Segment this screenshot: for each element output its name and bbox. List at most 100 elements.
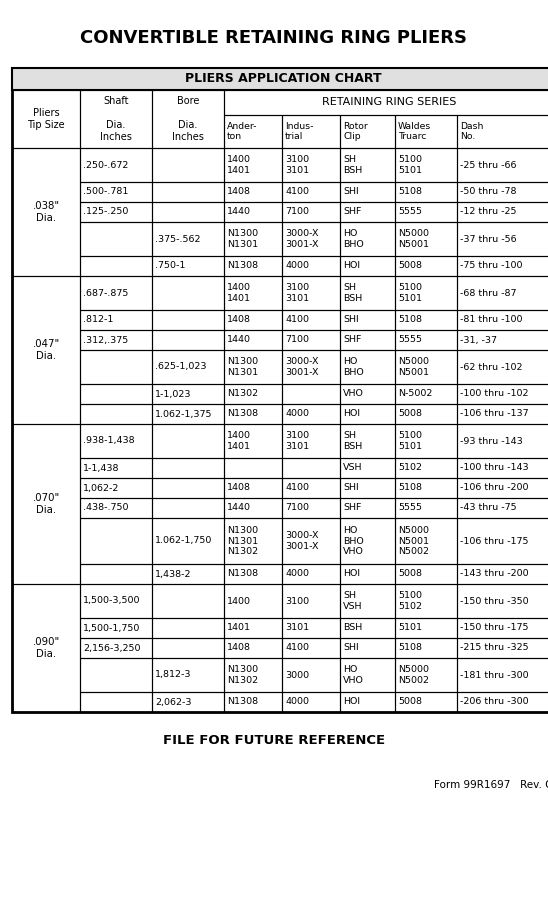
Bar: [340, 384, 395, 404]
Bar: [224, 518, 282, 564]
Bar: [224, 458, 282, 478]
Bar: [457, 310, 548, 330]
Bar: [80, 458, 152, 478]
Bar: [152, 564, 224, 584]
Bar: [80, 182, 152, 202]
Bar: [12, 584, 80, 712]
Bar: [282, 458, 340, 478]
Bar: [395, 276, 457, 310]
Text: 5008: 5008: [398, 698, 422, 707]
Bar: [395, 350, 457, 384]
Text: BSH: BSH: [343, 623, 362, 632]
Text: N1300
N1301: N1300 N1301: [227, 229, 258, 248]
Bar: [152, 618, 224, 638]
Bar: [224, 350, 282, 384]
Text: 3100: 3100: [285, 597, 309, 605]
Bar: [340, 330, 395, 350]
Bar: [395, 618, 457, 638]
Text: HO
BHO: HO BHO: [343, 229, 364, 248]
Bar: [80, 256, 152, 276]
Bar: [224, 256, 282, 276]
Bar: [395, 458, 457, 478]
Text: 3000: 3000: [285, 670, 309, 680]
Bar: [224, 310, 282, 330]
Bar: [282, 478, 340, 498]
Text: 1408: 1408: [227, 316, 251, 325]
Bar: [282, 276, 340, 310]
Bar: [152, 350, 224, 384]
Bar: [224, 276, 282, 310]
Bar: [395, 518, 457, 564]
Text: 1-1,023: 1-1,023: [155, 389, 191, 398]
Text: 1408: 1408: [227, 643, 251, 652]
Text: Rotor
Clip: Rotor Clip: [343, 122, 368, 142]
Bar: [152, 658, 224, 692]
Text: 5108: 5108: [398, 643, 422, 652]
Text: N1308: N1308: [227, 262, 258, 271]
Bar: [340, 115, 395, 148]
Text: 5108: 5108: [398, 316, 422, 325]
Bar: [340, 310, 395, 330]
Bar: [224, 115, 282, 148]
Text: .250-.672: .250-.672: [83, 161, 128, 170]
Bar: [80, 584, 152, 618]
Text: 4000: 4000: [285, 262, 309, 271]
Text: -215 thru -325: -215 thru -325: [460, 643, 529, 652]
Bar: [340, 498, 395, 518]
Bar: [152, 384, 224, 404]
Bar: [80, 638, 152, 658]
Text: -106 thru -175: -106 thru -175: [460, 536, 528, 545]
Text: Form 99R1697   Rev. C: Form 99R1697 Rev. C: [434, 780, 548, 790]
Text: 3101: 3101: [285, 623, 309, 632]
Text: 5008: 5008: [398, 410, 422, 419]
Text: HO
BHO: HO BHO: [343, 357, 364, 377]
Text: VSH: VSH: [343, 464, 362, 473]
Bar: [395, 148, 457, 182]
Text: 1440: 1440: [227, 335, 251, 344]
Bar: [340, 202, 395, 222]
Text: VHO: VHO: [343, 389, 364, 398]
Bar: [282, 498, 340, 518]
Text: .938-1,438: .938-1,438: [83, 437, 135, 446]
Bar: [282, 256, 340, 276]
Text: HO
VHO: HO VHO: [343, 665, 364, 685]
Bar: [80, 90, 152, 148]
Text: -43 thru -75: -43 thru -75: [460, 503, 517, 512]
Text: N1308: N1308: [227, 698, 258, 707]
Text: .500-.781: .500-.781: [83, 187, 128, 196]
Bar: [457, 256, 548, 276]
Text: Shaft

Dia.
Inches: Shaft Dia. Inches: [100, 96, 132, 142]
Text: SHI: SHI: [343, 643, 359, 652]
Bar: [282, 148, 340, 182]
Text: 5102: 5102: [398, 464, 422, 473]
Bar: [224, 638, 282, 658]
Bar: [152, 148, 224, 182]
Text: .125-.250: .125-.250: [83, 207, 128, 216]
Bar: [224, 692, 282, 712]
Bar: [224, 202, 282, 222]
Text: 1,500-3,500: 1,500-3,500: [83, 597, 140, 605]
Bar: [282, 638, 340, 658]
Bar: [395, 202, 457, 222]
Bar: [152, 256, 224, 276]
Bar: [80, 564, 152, 584]
Bar: [340, 458, 395, 478]
Text: 5555: 5555: [398, 207, 422, 216]
Text: -100 thru -143: -100 thru -143: [460, 464, 529, 473]
Bar: [340, 222, 395, 256]
Text: HOI: HOI: [343, 698, 360, 707]
Bar: [340, 182, 395, 202]
Text: SH
BSH: SH BSH: [343, 155, 362, 175]
Bar: [80, 222, 152, 256]
Text: .625-1,023: .625-1,023: [155, 362, 207, 371]
Bar: [340, 256, 395, 276]
Bar: [282, 330, 340, 350]
Bar: [340, 618, 395, 638]
Text: 1,438-2: 1,438-2: [155, 570, 191, 579]
Text: 5108: 5108: [398, 187, 422, 196]
Bar: [340, 424, 395, 458]
Bar: [224, 658, 282, 692]
Bar: [12, 68, 548, 712]
Bar: [457, 350, 548, 384]
Text: 7100: 7100: [285, 503, 309, 512]
